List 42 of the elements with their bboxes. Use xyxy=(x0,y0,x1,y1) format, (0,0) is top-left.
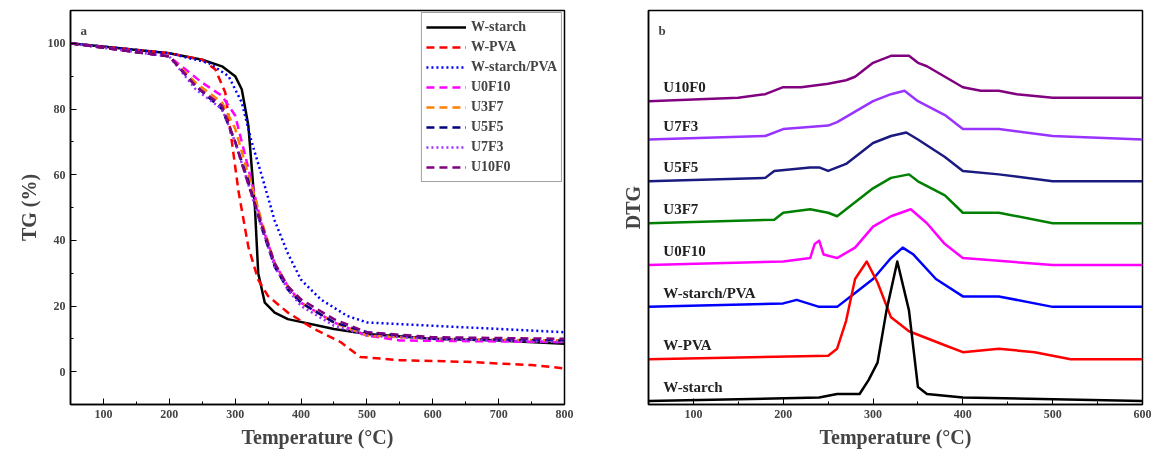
series-label: W-starch/PVA xyxy=(663,284,756,301)
legend-label: W-PVA xyxy=(470,39,517,55)
annotation: a xyxy=(80,23,88,39)
y-tick-label: 100 xyxy=(47,36,66,51)
x-tick-label: 200 xyxy=(774,406,793,421)
x-tick-label: 100 xyxy=(94,406,113,421)
series-label: U5F5 xyxy=(663,159,699,176)
text: b xyxy=(658,23,666,39)
x-tick-label: 600 xyxy=(1133,406,1152,421)
x-axis-title: Temperature (°C) xyxy=(241,425,394,449)
legend-label: U7F3 xyxy=(470,139,504,155)
y-tick-label: 0 xyxy=(59,364,66,379)
x-tick-label: 500 xyxy=(1043,406,1062,421)
legend-label: U10F0 xyxy=(470,159,511,175)
legend-label: W-starch xyxy=(470,19,527,35)
y-axis-title: DTG xyxy=(621,185,644,230)
x-tick-label: 300 xyxy=(226,406,245,421)
y-tick-label: 20 xyxy=(53,299,66,313)
x-tick-label: 600 xyxy=(423,406,442,421)
x-tick-label: 700 xyxy=(489,406,508,421)
legend-label: W-starch/PVA xyxy=(470,59,557,75)
legend-label: U3F7 xyxy=(470,99,504,115)
legend-label: U0F10 xyxy=(470,79,511,95)
series-label: U3F7 xyxy=(663,201,699,218)
series-label: W-PVA xyxy=(663,337,712,354)
y-axis-title: TG (%) xyxy=(17,173,41,242)
x-tick-label: 300 xyxy=(864,406,883,421)
y-tick-label: 80 xyxy=(53,102,66,116)
series-label: U7F3 xyxy=(663,117,699,134)
y-tick-label: 40 xyxy=(53,233,66,248)
series-label: W-starch xyxy=(663,379,724,396)
x-tick-label: 100 xyxy=(684,406,703,421)
x-tick-label: 400 xyxy=(953,406,972,421)
y-tick-label: 60 xyxy=(53,167,66,182)
x-tick-label: 400 xyxy=(292,406,311,421)
x-axis-title: Temperature (°C) xyxy=(819,425,972,449)
x-tick-label: 500 xyxy=(357,406,376,421)
series-label: U0F10 xyxy=(663,243,706,260)
series-label: U10F0 xyxy=(663,79,706,96)
x-tick-label: 200 xyxy=(160,406,179,421)
legend-label: U5F5 xyxy=(470,119,504,135)
x-tick-label: 800 xyxy=(555,406,574,421)
